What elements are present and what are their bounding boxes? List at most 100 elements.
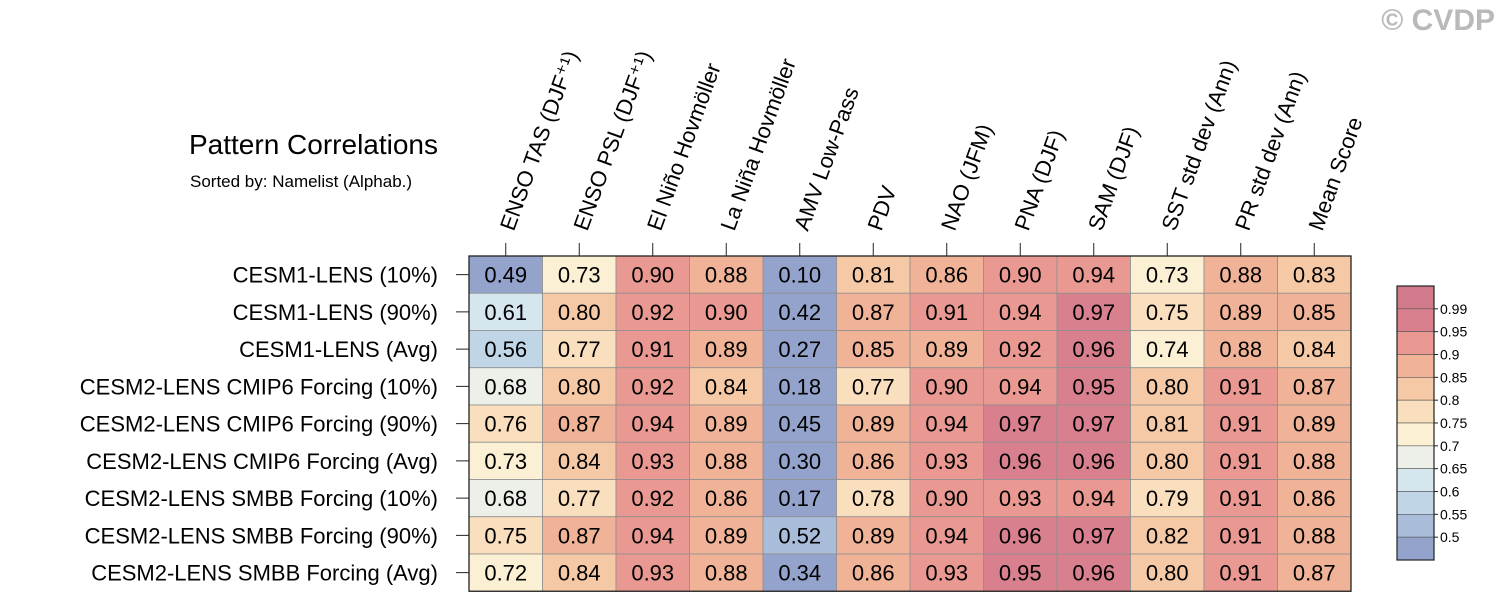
heatmap-cell: [1130, 255, 1205, 294]
colorbar-bin: [1396, 445, 1435, 469]
cell-value-label: 0.72: [484, 561, 527, 586]
colorbar-label: 0.5: [1440, 529, 1460, 545]
cell-value-label: 0.96: [999, 523, 1042, 548]
cell-value-label: 0.94: [925, 523, 968, 548]
cell-value-label: 0.68: [484, 486, 527, 511]
heatmap-cell: [1203, 441, 1278, 480]
heatmap-cell: [909, 553, 984, 592]
heatmap-cell: [836, 330, 911, 369]
colorbar-label: 0.55: [1440, 506, 1467, 522]
cell-value-label: 0.94: [1072, 486, 1115, 511]
cell-value-label: 0.79: [1146, 486, 1189, 511]
column-label: PR std dev (Ann): [1230, 68, 1311, 234]
cell-value-label: 0.74: [1146, 337, 1189, 362]
heatmap-cell: [909, 255, 984, 294]
column-label: PDV: [862, 182, 901, 233]
cell-value-label: 0.86: [925, 263, 968, 288]
cell-value-label: 0.93: [999, 486, 1042, 511]
colorbar-label: 0.6: [1440, 484, 1460, 500]
cell-value-label: 0.34: [778, 561, 821, 586]
heatmap-cell: [689, 367, 764, 406]
heatmap-cell: [1277, 553, 1352, 592]
colorbar-label: 0.9: [1440, 347, 1460, 363]
heatmap-frame: [468, 255, 1352, 592]
column-label: SAM (DJF): [1083, 123, 1144, 234]
row-label: CESM1-LENS (90%): [233, 300, 438, 325]
colorbar-label: 0.85: [1440, 369, 1467, 385]
colorbar-label: 0.8: [1440, 392, 1460, 408]
heatmap-cell: [542, 367, 617, 406]
heatmap-cell: [836, 255, 911, 294]
heatmap-cell: [762, 330, 837, 369]
heatmap-cell: [542, 255, 617, 294]
cell-value-label: 0.93: [925, 561, 968, 586]
heatmap-cell: [1056, 404, 1131, 443]
heatmap-cell: [1130, 330, 1205, 369]
heatmap-cell: [909, 292, 984, 331]
heatmap-cell: [615, 479, 690, 518]
heatmap-cell: [762, 292, 837, 331]
cell-value-label: 0.27: [778, 337, 821, 362]
cell-value-label: 0.92: [631, 374, 674, 399]
heatmap-cell: [983, 367, 1058, 406]
cell-value-label: 0.94: [925, 412, 968, 437]
heatmap-cell: [542, 479, 617, 518]
heatmap-cell: [1130, 479, 1205, 518]
cell-value-label: 0.96: [1072, 337, 1115, 362]
cell-value-label: 0.87: [558, 412, 601, 437]
cell-value-label: 0.83: [1293, 263, 1336, 288]
heatmap-cell: [689, 404, 764, 443]
colorbar-bin: [1396, 536, 1435, 561]
cell-value-label: 0.73: [484, 449, 527, 474]
column-label: NAO (JFM): [936, 121, 998, 234]
cell-value-label: 0.95: [1072, 374, 1115, 399]
cell-value-label: 0.61: [484, 300, 527, 325]
cell-value-label: 0.88: [705, 263, 748, 288]
cell-value-label: 0.97: [1072, 300, 1115, 325]
heatmap-cell: [909, 367, 984, 406]
cell-value-label: 0.45: [778, 412, 821, 437]
heatmap-cell: [762, 367, 837, 406]
cell-value-label: 0.80: [558, 300, 601, 325]
cell-value-label: 0.89: [925, 337, 968, 362]
heatmap-cell: [1277, 255, 1352, 294]
row-label: CESM2-LENS SMBB Forcing (90%): [85, 523, 438, 548]
colorbar-label: 0.95: [1440, 324, 1467, 340]
heatmap-cell: [542, 292, 617, 331]
row-label: CESM2-LENS SMBB Forcing (10%): [85, 486, 438, 511]
cvdp-watermark: © CVDP: [1381, 4, 1495, 37]
cell-value-label: 0.89: [705, 523, 748, 548]
heatmap-cell: [615, 367, 690, 406]
column-label: ENSO TAS (DJF⁺¹): [495, 47, 583, 233]
cell-value-label: 0.49: [484, 263, 527, 288]
heatmap-cell: [468, 292, 543, 331]
cell-value-label: 0.56: [484, 337, 527, 362]
heatmap-cell: [468, 479, 543, 518]
heatmap-cell: [1056, 330, 1131, 369]
heatmap-cell: [1056, 255, 1131, 294]
heatmap-cell: [468, 404, 543, 443]
row-label: CESM2-LENS CMIP6 Forcing (Avg): [86, 449, 438, 474]
colorbar-bin: [1396, 331, 1435, 355]
cell-value-label: 0.86: [1293, 486, 1336, 511]
heatmap-cell: [542, 553, 617, 592]
colorbar-bin: [1396, 354, 1435, 378]
colorbar-bin: [1396, 491, 1435, 515]
cell-value-label: 0.92: [999, 337, 1042, 362]
cell-value-label: 0.93: [631, 561, 674, 586]
cell-value-label: 0.89: [1293, 412, 1336, 437]
column-label: La Niña Hovmöller: [715, 55, 800, 234]
cell-value-label: 0.84: [558, 449, 601, 474]
heatmap-cell: [909, 516, 984, 555]
cell-value-label: 0.77: [558, 486, 601, 511]
heatmap-cell: [983, 404, 1058, 443]
cell-value-label: 0.87: [558, 523, 601, 548]
heatmap-cell: [542, 330, 617, 369]
heatmap-cell: [1203, 367, 1278, 406]
heatmap-cell: [1277, 330, 1352, 369]
cell-value-label: 0.92: [631, 486, 674, 511]
heatmap-cells: 0.49 0.73 0.90 0.88 0.10 0.81 0.86 0.90 0.94 0.73…: [468, 255, 1352, 592]
heatmap-cell: [983, 292, 1058, 331]
cell-value-label: 0.76: [484, 412, 527, 437]
cell-value-label: 0.91: [1219, 523, 1262, 548]
